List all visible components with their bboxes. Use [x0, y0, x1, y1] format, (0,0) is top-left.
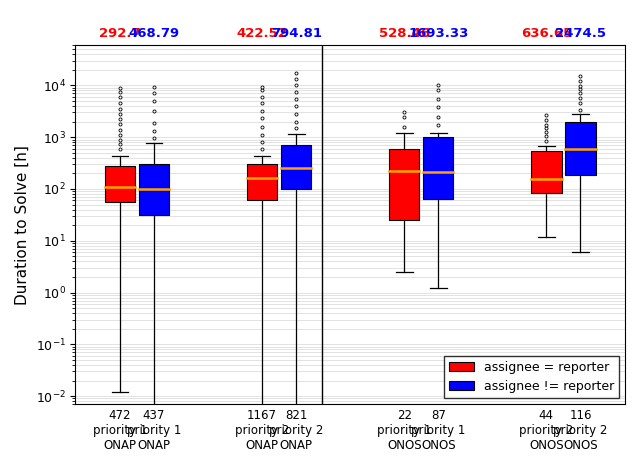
Text: 1693.33: 1693.33: [408, 27, 468, 40]
Bar: [389, 149, 419, 220]
Bar: [139, 164, 169, 214]
Text: 636.65: 636.65: [521, 27, 572, 40]
Y-axis label: Duration to Solve [h]: Duration to Solve [h]: [15, 145, 30, 304]
Bar: [247, 163, 277, 200]
Text: 422.52: 422.52: [237, 27, 287, 40]
Bar: [281, 145, 311, 189]
Text: 292.7: 292.7: [99, 27, 141, 40]
Bar: [105, 166, 135, 202]
Text: 2474.5: 2474.5: [555, 27, 606, 40]
Bar: [423, 137, 454, 198]
Text: 528.46: 528.46: [379, 27, 430, 40]
Text: 794.81: 794.81: [271, 27, 322, 40]
Legend: assignee = reporter, assignee != reporter: assignee = reporter, assignee != reporte…: [444, 356, 619, 398]
Text: 468.79: 468.79: [129, 27, 180, 40]
Bar: [531, 151, 561, 192]
Bar: [565, 121, 596, 175]
